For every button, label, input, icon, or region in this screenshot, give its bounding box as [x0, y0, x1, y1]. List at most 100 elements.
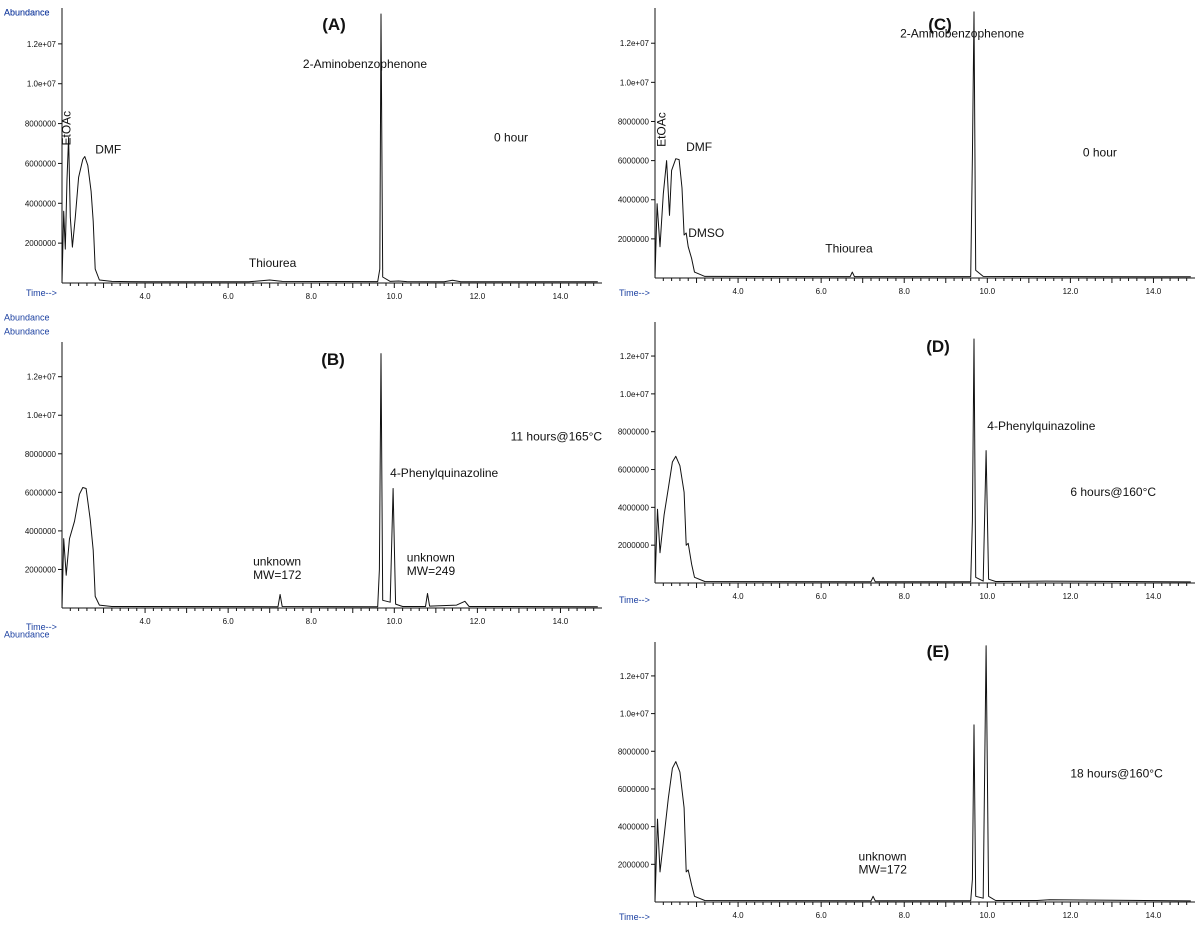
x-tick-label: 8.0: [899, 592, 911, 601]
x-tick-label: 4.0: [140, 617, 152, 626]
y-tick-label: 8000000: [618, 117, 650, 126]
panel-title: (B): [321, 350, 345, 369]
peak-annotation: MW=172: [859, 863, 908, 877]
x-tick-label: 14.0: [553, 617, 569, 626]
peak-annotation: DMF: [95, 142, 121, 156]
panel-a: Abundance Time--> (A) 2000000 4000000 6000000…: [4, 7, 602, 301]
x-tick-label: 4.0: [733, 592, 745, 601]
y-tick-label: 8000000: [618, 747, 650, 756]
y-tick-label: 1.2e+07: [27, 373, 57, 382]
x-axis-label: Time-->: [619, 288, 650, 298]
y-tick-label: 1.2e+07: [27, 40, 57, 49]
y-tick-label: 6000000: [25, 488, 57, 497]
y-tick-label: 2000000: [25, 239, 57, 248]
x-tick-label: 8.0: [306, 292, 318, 301]
panel-b: Abundance Time--> (B) 2000000 4000000 6000000…: [4, 326, 602, 632]
peak-annotation: unknown: [859, 850, 907, 864]
y-tick-label: 4000000: [25, 527, 57, 536]
chromatogram-trace: [654, 645, 1191, 903]
panel-title: (C): [928, 15, 952, 34]
peak-annotation: Thiourea: [825, 242, 873, 256]
peak-annotation: 2-Aminobenzophenone: [900, 26, 1024, 40]
x-tick-label: 8.0: [899, 287, 911, 296]
x-tick-label: 12.0: [470, 292, 486, 301]
panel-title: (D): [926, 337, 950, 356]
y-tick-label: 1.2e+07: [620, 672, 650, 681]
peak-annotation: 11 hours@165°C: [511, 429, 603, 443]
chromatogram-trace: [654, 338, 1191, 584]
y-axis-label: Abundance: [4, 326, 50, 336]
y-tick-label: 2000000: [618, 541, 650, 550]
y-tick-label: 1.0e+07: [620, 710, 650, 719]
peak-annotation: 2-Aminobenzophenone: [303, 57, 427, 71]
y-tick-label: 1.2e+07: [620, 39, 650, 48]
chromatogram-trace: [61, 353, 598, 609]
x-tick-label: 6.0: [816, 287, 828, 296]
x-tick-label: 12.0: [1063, 911, 1079, 920]
peak-annotation: 18 hours@160°C: [1070, 767, 1163, 781]
x-tick-label: 10.0: [387, 292, 403, 301]
y-axis-label: Abundance: [4, 7, 50, 17]
peak-annotation: 6 hours@160°C: [1070, 485, 1156, 499]
x-axis-label: Time-->: [619, 912, 650, 922]
panel-e: Abundance Time--> (E) 2000000 4000000 6000000…: [4, 629, 1195, 922]
x-tick-label: 14.0: [1146, 911, 1162, 920]
y-tick-label: 2000000: [618, 860, 650, 869]
x-tick-label: 6.0: [223, 617, 235, 626]
y-tick-label: 8000000: [618, 428, 650, 437]
chromatogram-trace: [61, 13, 598, 284]
y-tick-label: 1.2e+07: [620, 352, 650, 361]
x-tick-label: 4.0: [140, 292, 152, 301]
panel-c: Abundance Time--> (C) 2000000 4000000 6000000…: [4, 7, 1195, 298]
x-tick-label: 4.0: [733, 911, 745, 920]
peak-annotation: MW=172: [253, 568, 302, 582]
y-tick-label: 4000000: [618, 196, 650, 205]
panel-title: (A): [322, 15, 346, 34]
peak-annotation: DMSO: [688, 226, 724, 240]
peak-annotation: 0 hour: [494, 131, 528, 145]
y-axis-label: Abundance: [4, 7, 50, 17]
x-tick-label: 8.0: [899, 911, 911, 920]
x-tick-label: 14.0: [1146, 287, 1162, 296]
x-tick-label: 6.0: [816, 592, 828, 601]
peak-annotation: 0 hour: [1083, 146, 1117, 160]
panel-d: Abundance Time--> (D) 2000000 4000000 6000000…: [4, 312, 1195, 605]
x-tick-label: 10.0: [980, 592, 996, 601]
panel-title: (E): [927, 642, 950, 661]
y-tick-label: 8000000: [25, 120, 57, 129]
peak-annotation: Thiourea: [249, 256, 297, 270]
x-axis-label: Time-->: [26, 622, 57, 632]
y-tick-label: 1.0e+07: [620, 78, 650, 87]
y-tick-label: 1.0e+07: [27, 411, 57, 420]
y-tick-label: 4000000: [25, 199, 57, 208]
x-tick-label: 6.0: [223, 292, 235, 301]
peak-annotation: 4-Phenylquinazoline: [987, 419, 1095, 433]
x-tick-label: 14.0: [1146, 592, 1162, 601]
y-tick-label: 2000000: [618, 235, 650, 244]
x-tick-label: 12.0: [1063, 592, 1079, 601]
y-tick-label: 6000000: [618, 785, 650, 794]
x-tick-label: 8.0: [306, 617, 318, 626]
y-tick-label: 6000000: [618, 157, 650, 166]
peak-annotation: MW=249: [407, 564, 456, 578]
y-tick-label: 4000000: [618, 823, 650, 832]
x-tick-label: 10.0: [980, 287, 996, 296]
y-tick-label: 2000000: [25, 565, 57, 574]
y-axis-label: Abundance: [4, 629, 50, 639]
x-tick-label: 10.0: [387, 617, 403, 626]
y-tick-label: 1.0e+07: [27, 80, 57, 89]
peak-annotation: 4-Phenylquinazoline: [390, 466, 498, 480]
y-axis-label: Abundance: [4, 312, 50, 322]
peak-annotation: EtOAc: [654, 112, 668, 147]
y-tick-label: 4000000: [618, 503, 650, 512]
y-tick-label: 6000000: [618, 466, 650, 475]
y-tick-label: 1.0e+07: [620, 390, 650, 399]
x-tick-label: 10.0: [980, 911, 996, 920]
peak-annotation: unknown: [407, 551, 455, 565]
y-tick-label: 8000000: [25, 450, 57, 459]
x-tick-label: 6.0: [816, 911, 828, 920]
peak-annotation: EtOAc: [59, 111, 73, 146]
x-tick-label: 12.0: [470, 617, 486, 626]
chromatogram-trace: [654, 11, 1191, 279]
